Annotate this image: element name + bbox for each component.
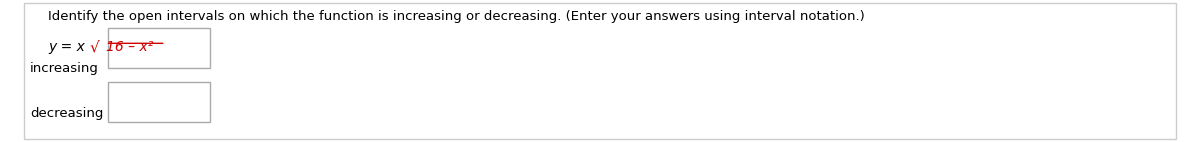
- Text: 16 – x²: 16 – x²: [106, 40, 152, 54]
- Text: √: √: [90, 40, 100, 55]
- Text: increasing: increasing: [30, 62, 98, 75]
- FancyBboxPatch shape: [108, 82, 210, 122]
- Text: decreasing: decreasing: [30, 107, 103, 120]
- Text: Identify the open intervals on which the function is increasing or decreasing. (: Identify the open intervals on which the…: [48, 10, 865, 23]
- Text: y = x: y = x: [48, 40, 85, 54]
- FancyBboxPatch shape: [24, 3, 1176, 139]
- FancyBboxPatch shape: [108, 28, 210, 68]
